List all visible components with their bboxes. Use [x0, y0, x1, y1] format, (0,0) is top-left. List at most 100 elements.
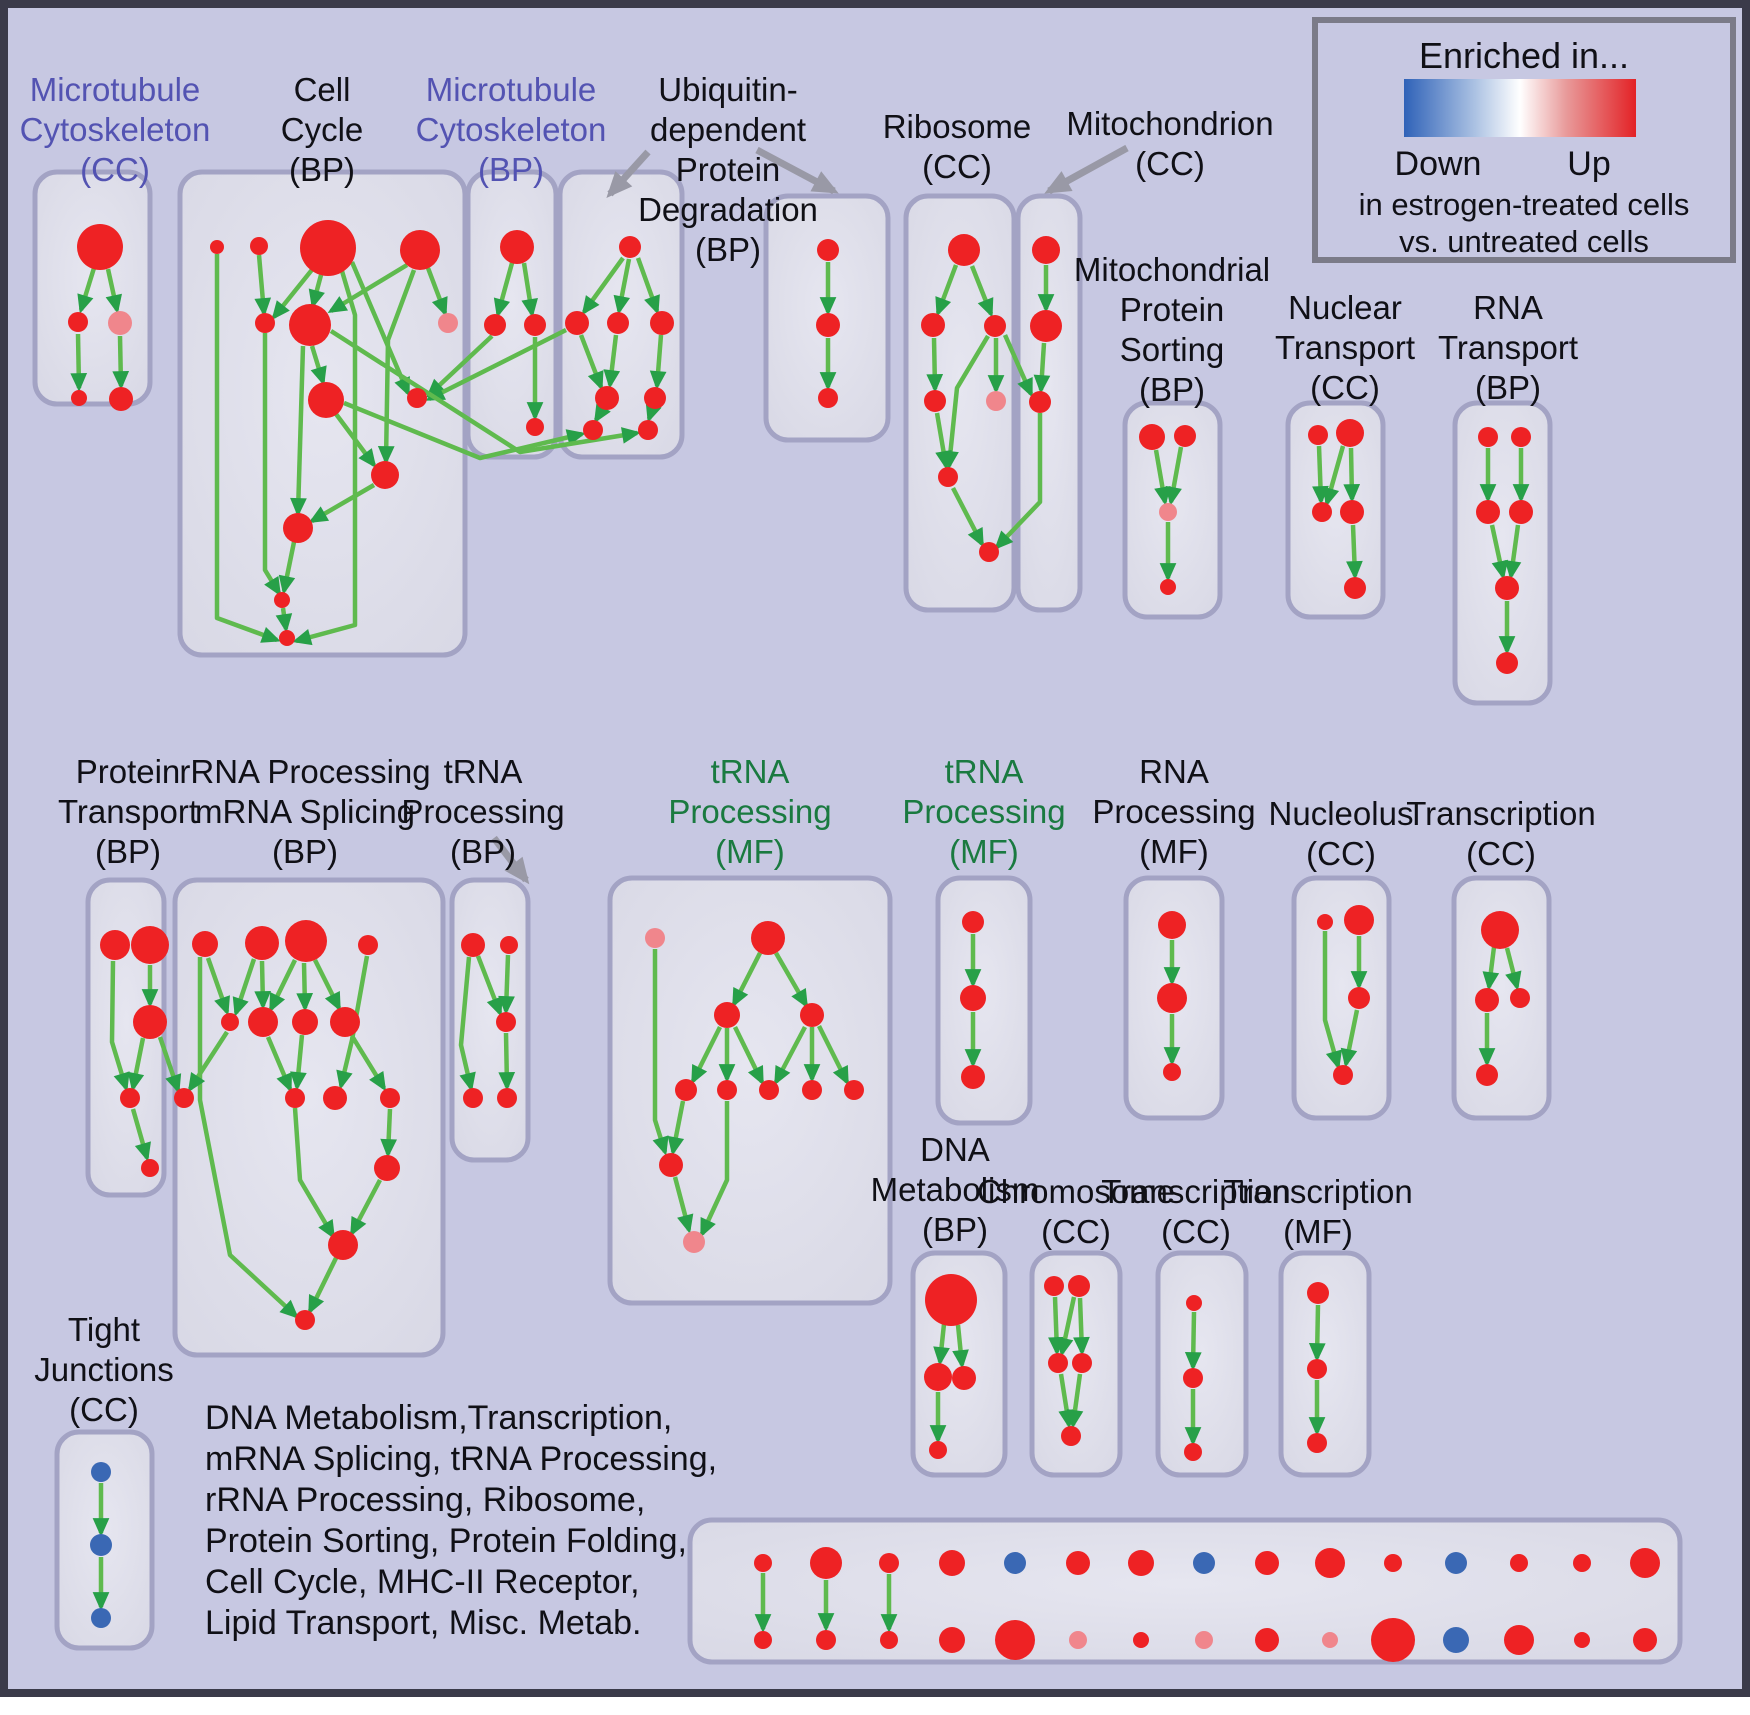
cluster-label-microtubule-cytoskeleton-cc: Microtubule Cytoskeleton (CC): [19, 71, 211, 188]
relation-edge: [262, 333, 282, 597]
relation-edge: [278, 541, 297, 595]
go-term-node: [1574, 1632, 1590, 1648]
go-term-node: [717, 1080, 737, 1100]
legend-box: Enriched in... Down Up in estrogen-treat…: [1312, 17, 1736, 263]
relation-edge: [350, 1178, 382, 1237]
go-term-node: [1128, 1550, 1154, 1576]
go-term-node: [948, 234, 980, 266]
cluster-label-chromosome-cc: Chromosome (CC): [976, 1173, 1176, 1250]
go-term-node: [938, 467, 958, 487]
go-term-node: [1481, 911, 1519, 949]
relation-edge: [130, 1108, 151, 1162]
relation-edge: [70, 333, 88, 392]
go-term-node: [380, 1088, 400, 1108]
go-term-node: [141, 1159, 159, 1177]
relation-edge: [334, 412, 377, 469]
go-term-node: [1159, 503, 1177, 521]
go-term-node: [1322, 1632, 1338, 1648]
relation-edge: [265, 1036, 293, 1093]
go-term-node: [1029, 391, 1051, 413]
go-term-node: [583, 420, 603, 440]
relation-edge: [205, 957, 230, 1016]
go-term-node: [221, 1013, 239, 1031]
figure-footer: [0, 1697, 1750, 1715]
go-term-node: [924, 1363, 952, 1391]
go-term-node: [1072, 1353, 1092, 1373]
go-term-node: [371, 461, 399, 489]
relation-edge: [603, 334, 621, 389]
go-term-node: [810, 1547, 842, 1579]
go-term-node: [210, 240, 224, 254]
go-term-node: [1348, 987, 1370, 1009]
go-term-node: [754, 1554, 772, 1572]
go-term-node: [683, 1231, 705, 1253]
go-term-node: [109, 387, 133, 411]
go-term-node: [986, 391, 1006, 411]
go-term-node: [285, 1088, 305, 1108]
relation-edge-cross: [994, 413, 1043, 550]
relation-edge: [731, 951, 763, 1008]
go-term-node: [285, 920, 327, 962]
go-term-node: [1510, 1554, 1528, 1572]
go-term-node: [500, 230, 534, 264]
go-term-node: [816, 1630, 836, 1650]
relation-edge-cross: [157, 1036, 182, 1094]
go-term-node: [1195, 1631, 1213, 1649]
go-term-node: [675, 1079, 697, 1101]
relation-edge: [127, 1037, 146, 1092]
go-term-node: [131, 926, 169, 964]
go-term-node: [800, 1003, 824, 1027]
go-term-node: [1476, 500, 1500, 524]
go-term-node: [979, 542, 999, 562]
relation-edge: [309, 345, 327, 386]
go-term-node: [1163, 1063, 1181, 1081]
cluster-box-transcription-cc-bottom: [1155, 1250, 1249, 1478]
relation-edge: [290, 345, 307, 517]
relation-edge: [1504, 947, 1522, 991]
legend-title: Enriched in...: [1418, 35, 1630, 76]
cluster-label-transcription-mf: Transcription (MF): [1223, 1173, 1413, 1250]
go-term-node: [995, 1620, 1035, 1660]
relation-edge: [774, 1025, 807, 1086]
cluster-label-ubiquitin-dependent-protein-degradation-bp: Ubiquitin-dependent Protein Degradation (BP…: [638, 71, 818, 268]
go-term-node: [1344, 905, 1374, 935]
go-term-node: [929, 1441, 947, 1459]
relation-edge: [1153, 449, 1171, 506]
go-term-node: [289, 304, 331, 346]
cluster-label-trna-processing-bp: tRNA Processing (BP): [401, 753, 565, 870]
relation-edge: [521, 262, 538, 318]
relation-edge: [1312, 445, 1329, 505]
go-term-node: [1307, 1282, 1329, 1304]
go-term-node: [1255, 1551, 1279, 1575]
relation-edge-cross: [1002, 334, 1034, 398]
relation-edge: [1489, 524, 1509, 580]
go-term-node: [1478, 427, 1498, 447]
relation-edge: [275, 607, 293, 633]
relation-edge: [935, 264, 959, 317]
relation-edge: [109, 960, 130, 1092]
go-term-node: [924, 390, 946, 412]
relation-edge: [112, 335, 130, 390]
cluster-box-microtubule-cytoskeleton-bp: [465, 169, 559, 460]
go-term-node: [100, 930, 130, 960]
go-term-node: [1504, 1625, 1534, 1655]
relation-edge: [349, 261, 411, 397]
legend-subtitle-line2: vs. untreated cells: [1399, 224, 1649, 259]
legend-gradient-bar: [1404, 79, 1636, 137]
go-term-node: [1475, 988, 1499, 1012]
go-term-node: [751, 921, 785, 955]
cluster-label-rrna-processing-mrna-splicing-bp: rRNA Processing mRNA Splicing (BP): [179, 753, 431, 870]
relation-edge: [667, 1100, 686, 1156]
go-term-node: [844, 1080, 864, 1100]
relation-edge: [1073, 1297, 1090, 1356]
go-term-node: [245, 926, 279, 960]
shared-clusters-note: DNA Metabolism,Transcription, mRNA Splici…: [205, 1399, 718, 1642]
relation-edge: [271, 264, 317, 321]
cluster-label-mitochondrion-cc: Mitochondrion (CC): [1066, 105, 1274, 182]
relation-edge: [1482, 946, 1500, 991]
go-term-node: [300, 220, 356, 276]
go-term-node: [1133, 1632, 1149, 1648]
relation-edge: [934, 412, 952, 470]
go-term-node: [279, 630, 295, 646]
